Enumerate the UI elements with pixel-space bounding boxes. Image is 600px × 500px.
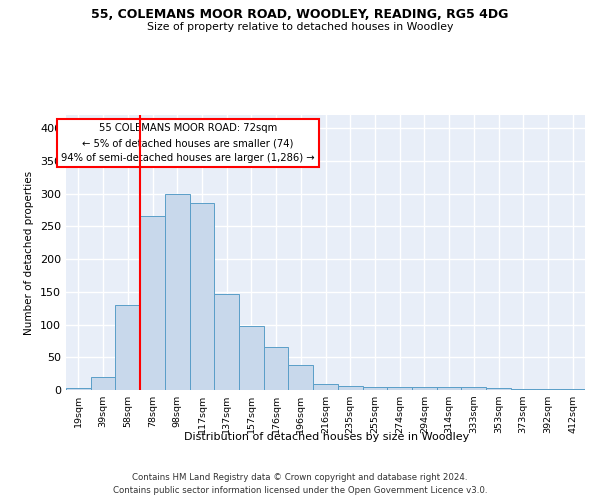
Bar bbox=[165, 194, 190, 390]
Bar bbox=[486, 388, 511, 390]
Bar bbox=[362, 386, 387, 390]
Text: 55 COLEMANS MOOR ROAD: 72sqm
← 5% of detached houses are smaller (74)
94% of sem: 55 COLEMANS MOOR ROAD: 72sqm ← 5% of det… bbox=[61, 123, 315, 163]
Text: Contains HM Land Registry data © Crown copyright and database right 2024.: Contains HM Land Registry data © Crown c… bbox=[132, 472, 468, 482]
Text: Contains public sector information licensed under the Open Government Licence v3: Contains public sector information licen… bbox=[113, 486, 487, 495]
Bar bbox=[264, 348, 289, 390]
Bar bbox=[140, 216, 165, 390]
Bar bbox=[190, 204, 214, 390]
Bar bbox=[461, 388, 486, 390]
Bar bbox=[66, 388, 91, 390]
Bar bbox=[437, 388, 461, 390]
Text: 55, COLEMANS MOOR ROAD, WOODLEY, READING, RG5 4DG: 55, COLEMANS MOOR ROAD, WOODLEY, READING… bbox=[91, 8, 509, 20]
Bar bbox=[239, 326, 264, 390]
Text: Distribution of detached houses by size in Woodley: Distribution of detached houses by size … bbox=[184, 432, 470, 442]
Bar bbox=[387, 388, 412, 390]
Bar bbox=[214, 294, 239, 390]
Bar bbox=[412, 386, 437, 390]
Bar bbox=[91, 377, 115, 390]
Y-axis label: Number of detached properties: Number of detached properties bbox=[25, 170, 34, 334]
Bar bbox=[313, 384, 338, 390]
Bar bbox=[289, 365, 313, 390]
Bar bbox=[115, 305, 140, 390]
Bar bbox=[338, 386, 362, 390]
Text: Size of property relative to detached houses in Woodley: Size of property relative to detached ho… bbox=[147, 22, 453, 32]
